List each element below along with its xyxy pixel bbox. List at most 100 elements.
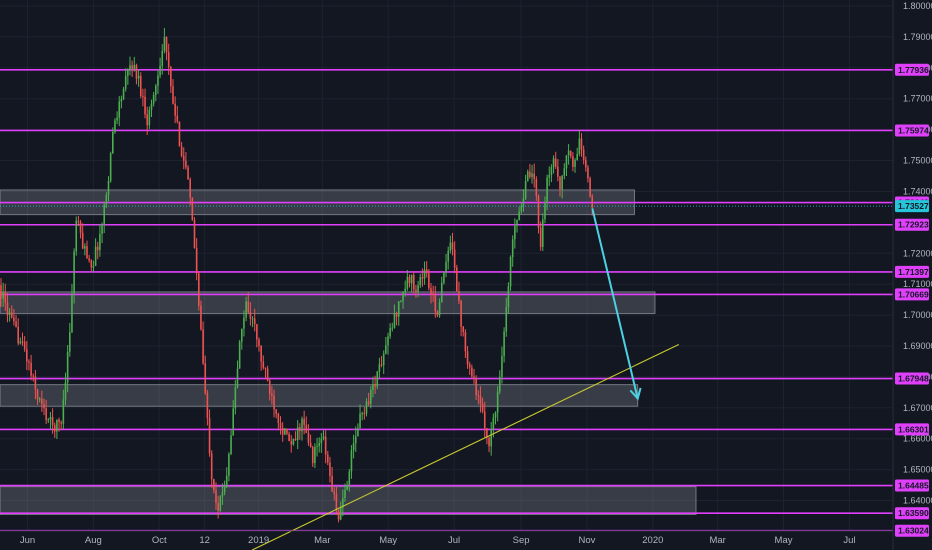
candle-body [569, 150, 572, 157]
candle-body [301, 418, 303, 432]
candle-body [45, 408, 47, 420]
candle-body [503, 331, 505, 356]
candle-body [522, 198, 525, 206]
candle-body [81, 232, 84, 249]
candle-body [436, 311, 439, 316]
candle-body [139, 75, 142, 96]
candle-body [62, 399, 65, 424]
time-tick-label: Mar [709, 535, 725, 546]
time-tick-label: 12 [199, 535, 210, 546]
candle-body [490, 429, 492, 447]
candle-body [443, 272, 445, 283]
candle-body [30, 362, 32, 376]
trendline [251, 343, 679, 550]
price-tick-label: 1.74000 [903, 186, 932, 196]
time-tick-label: Oct [152, 535, 167, 546]
candle-body [161, 50, 164, 67]
trendline-layer[interactable] [251, 343, 679, 550]
candle-body [563, 168, 566, 176]
candle-body [509, 257, 512, 287]
candle-body [585, 159, 587, 168]
candle-body [146, 114, 148, 126]
candle-body [580, 138, 583, 150]
candle-body [21, 341, 24, 343]
candle-body [372, 384, 374, 390]
candle-body [531, 173, 533, 177]
candle-body [361, 413, 363, 415]
candle-body [185, 160, 187, 168]
candle-body [406, 276, 409, 289]
price-tick-label: 1.72000 [903, 248, 932, 258]
candle-body [511, 239, 514, 258]
candle-body [539, 227, 542, 247]
candle-body [215, 490, 217, 503]
candle-body [458, 291, 460, 301]
candle-body [567, 150, 570, 156]
candle-body [501, 355, 503, 377]
candle-body [73, 251, 75, 294]
candle-body [516, 219, 518, 226]
price-tick-label: 1.64000 [903, 496, 932, 506]
candle-body [202, 329, 204, 364]
level-price-label: 1.63024 [898, 526, 929, 536]
candle-body [309, 442, 312, 448]
candle-body [425, 269, 428, 274]
candle-body [34, 376, 37, 390]
candle-body [376, 371, 379, 387]
candle-body [292, 438, 295, 445]
candle-body [413, 274, 415, 290]
candle-body [423, 269, 426, 279]
candle-body [206, 392, 209, 418]
candle-body [172, 86, 174, 104]
candle-body [385, 345, 387, 354]
candle-body [15, 321, 17, 327]
candle-body [492, 417, 495, 430]
candle-body [552, 158, 555, 168]
candle-body [127, 70, 129, 76]
candle-body [428, 273, 430, 289]
candle-body [84, 246, 86, 249]
candle-body [243, 317, 245, 329]
candle-body [180, 146, 183, 156]
candle-body [163, 36, 166, 51]
candle-body [23, 341, 26, 350]
level-price-label: 1.72923 [898, 220, 929, 230]
candle-body [402, 292, 404, 302]
candle-body [191, 197, 194, 221]
candle-body [79, 221, 82, 233]
level-price-badge [895, 479, 929, 492]
projection-arrow-layer[interactable] [591, 208, 642, 401]
candle-body [464, 332, 467, 352]
candle-body [533, 173, 535, 179]
time-tick-label: Mar [314, 535, 330, 546]
level-price-badge [895, 218, 929, 231]
time-tick-label: Aug [85, 535, 102, 546]
supply-demand-zone [0, 384, 639, 407]
candle-body [51, 417, 54, 425]
candle-body [142, 95, 144, 97]
candle-body [152, 94, 155, 104]
candle-body [189, 179, 191, 198]
level-price-badge [895, 524, 929, 537]
candle-body [488, 437, 490, 447]
candle-body [228, 454, 230, 476]
time-axis[interactable]: Jun Aug Oct 12 2019 Mar May Jul Sep Nov 2020 Mar May… [20, 535, 856, 546]
candle-body [324, 436, 327, 455]
candle-body [529, 171, 531, 177]
level-price-badge [895, 63, 929, 76]
candle-body [374, 384, 376, 387]
candle-body [438, 302, 441, 316]
time-tick-label: 2020 [642, 535, 663, 546]
candle-body [148, 109, 151, 126]
price-tick-label: 1.71000 [903, 279, 932, 289]
candle-body [109, 153, 112, 181]
candle-body [578, 138, 581, 155]
candle-body [88, 258, 90, 261]
candle-body [157, 75, 159, 86]
candle-body [32, 375, 35, 377]
candle-body [305, 424, 308, 433]
candle-body [284, 428, 286, 435]
candle-body [167, 52, 170, 68]
candle-body [281, 428, 284, 435]
